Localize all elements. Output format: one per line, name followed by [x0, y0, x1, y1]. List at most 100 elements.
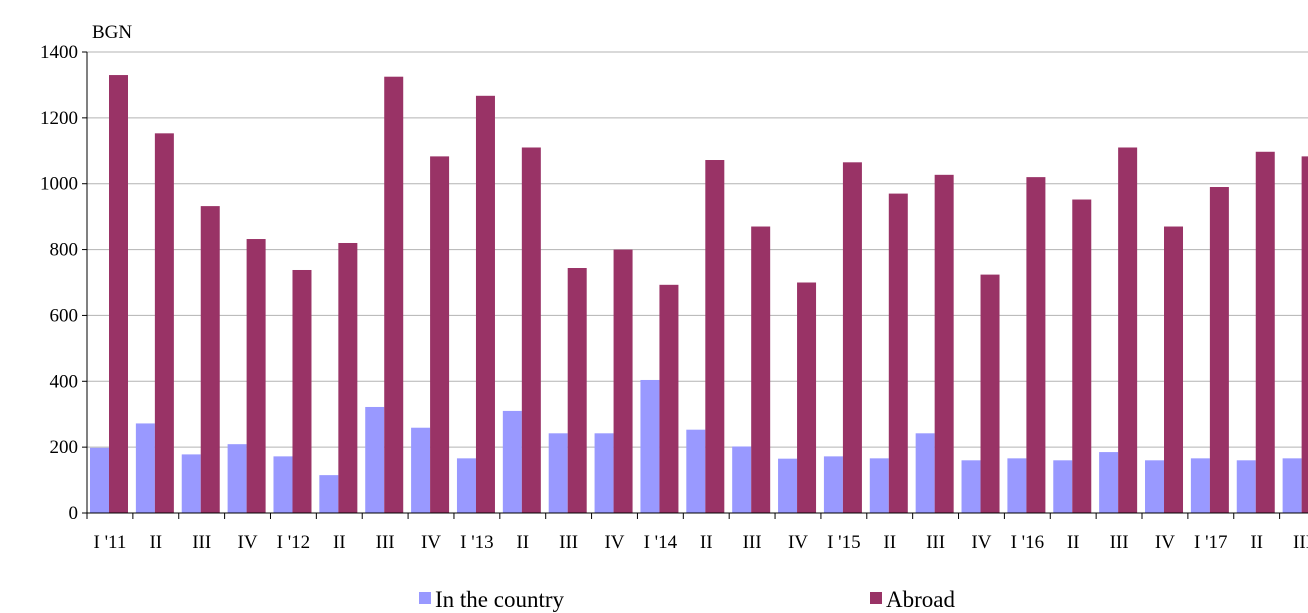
x-axis-tick-label: IV	[1155, 532, 1175, 553]
bar-abroad	[613, 249, 633, 513]
bar-abroad	[384, 76, 404, 513]
x-axis-tick-label: II	[883, 532, 896, 553]
bar-abroad	[246, 239, 266, 513]
x-axis-tick-label: I '15	[827, 532, 861, 553]
y-axis-tick-label: 800	[50, 240, 79, 261]
bar-abroad	[842, 162, 862, 513]
bar-abroad	[154, 133, 174, 513]
x-axis-tick-label: III	[559, 532, 578, 553]
bar-abroad	[1301, 156, 1308, 513]
x-axis-tick-label: III	[743, 532, 762, 553]
x-axis-tick-label: I '12	[277, 532, 311, 553]
bar-in-the-country	[778, 458, 798, 513]
x-axis-tick-label: I '17	[1194, 532, 1228, 553]
x-axis-tick-label: II	[1067, 532, 1080, 553]
y-axis-tick-label: 1000	[40, 174, 78, 195]
x-axis-tick-label: II	[149, 532, 162, 553]
y-axis-tick-label: 200	[50, 437, 79, 458]
bar-in-the-country	[915, 433, 935, 513]
bar-in-the-country	[869, 458, 889, 513]
x-axis-tick-label: I '14	[644, 532, 678, 553]
x-axis-tick-label: III	[376, 532, 395, 553]
bar-abroad	[934, 174, 954, 513]
bar-abroad	[659, 284, 679, 513]
bar-in-the-country	[548, 433, 568, 513]
bar-in-the-country	[502, 410, 522, 513]
bar-in-the-country	[961, 460, 981, 513]
bar-abroad	[1255, 151, 1275, 513]
bar-in-the-country	[1190, 458, 1210, 513]
bar-abroad	[1209, 187, 1229, 513]
bar-in-the-country	[411, 427, 431, 513]
legend: In the country Abroad	[419, 587, 955, 612]
bar-in-the-country	[1236, 460, 1256, 513]
axes	[82, 51, 1308, 519]
bar-in-the-country	[456, 458, 476, 513]
legend-swatch-in-the-country	[419, 592, 431, 604]
bar-in-the-country	[1099, 452, 1119, 513]
bar-in-the-country	[1007, 458, 1027, 513]
bar-in-the-country	[319, 475, 339, 513]
x-axis-tick-label: IV	[971, 532, 991, 553]
y-axis-tick-labels: 0 200 400 600 800 1000 1200 1400	[40, 42, 78, 524]
x-axis-tick-label: I '13	[460, 532, 494, 553]
y-axis-tick-label: 1400	[40, 42, 78, 63]
y-axis-tick-label: 600	[50, 305, 79, 326]
bar-in-the-country	[273, 456, 293, 513]
legend-label-in-the-country: In the country	[435, 587, 565, 612]
x-axis-tick-label: IV	[788, 532, 808, 553]
bar-abroad	[430, 156, 450, 513]
bar-abroad	[1026, 177, 1046, 513]
bar-abroad	[338, 242, 358, 514]
y-axis-unit-label: BGN	[92, 22, 132, 43]
bar-in-the-country	[181, 454, 201, 513]
bar-abroad	[109, 75, 128, 514]
x-axis-tick-label: III	[1110, 532, 1129, 553]
y-axis-tick-label: 1200	[40, 108, 78, 129]
y-axis-tick-label: 0	[69, 503, 79, 524]
bar-in-the-country	[1145, 460, 1165, 513]
bar-in-the-country	[686, 429, 706, 513]
bar-abroad	[1118, 147, 1138, 514]
bar-in-the-country	[732, 446, 752, 513]
x-axis-tick-label: II	[516, 532, 529, 553]
bar-abroad	[1164, 226, 1184, 513]
x-axis-tick-label: II	[333, 532, 346, 553]
bar-abroad	[888, 193, 908, 513]
bar-abroad	[475, 95, 495, 514]
bar-abroad	[200, 206, 220, 514]
legend-swatch-abroad	[870, 592, 882, 604]
x-axis-tick-label: III	[1293, 532, 1308, 553]
x-axis-tick-label: III	[192, 532, 211, 553]
bar-abroad	[292, 269, 312, 513]
bar-abroad	[521, 147, 541, 514]
bar-abroad	[567, 268, 587, 513]
bar-in-the-country	[1053, 460, 1073, 513]
legend-label-abroad: Abroad	[886, 587, 955, 612]
bar-in-the-country	[227, 444, 247, 513]
bar-abroad	[751, 226, 771, 513]
x-axis-tick-label: I '16	[1011, 532, 1045, 553]
bar-in-the-country	[594, 433, 614, 513]
bar-in-the-country	[365, 406, 385, 513]
bar-in-the-country	[1282, 458, 1302, 513]
x-axis-tick-label: I '11	[94, 532, 127, 553]
x-axis-tick-label: II	[1250, 532, 1263, 553]
bar-in-the-country	[135, 423, 155, 513]
bar-abroad	[980, 274, 1000, 513]
x-axis-tick-label: III	[926, 532, 945, 553]
x-axis-tick-label: II	[700, 532, 713, 553]
x-axis-tick-label: IV	[604, 532, 624, 553]
x-axis-tick-label: IV	[238, 532, 258, 553]
bar-abroad	[797, 282, 817, 513]
bars	[90, 75, 1308, 514]
x-axis-tick-labels: I '11 II III IV I '12 II III IV I '13 II III IV I '1…	[94, 532, 1308, 553]
bar-in-the-country	[90, 447, 109, 513]
bar-abroad	[705, 160, 725, 513]
bar-abroad	[1072, 199, 1092, 513]
bar-in-the-country	[640, 379, 660, 513]
bar-in-the-country	[823, 456, 843, 513]
x-axis-tick-label: IV	[421, 532, 441, 553]
y-axis-tick-label: 400	[50, 371, 79, 392]
